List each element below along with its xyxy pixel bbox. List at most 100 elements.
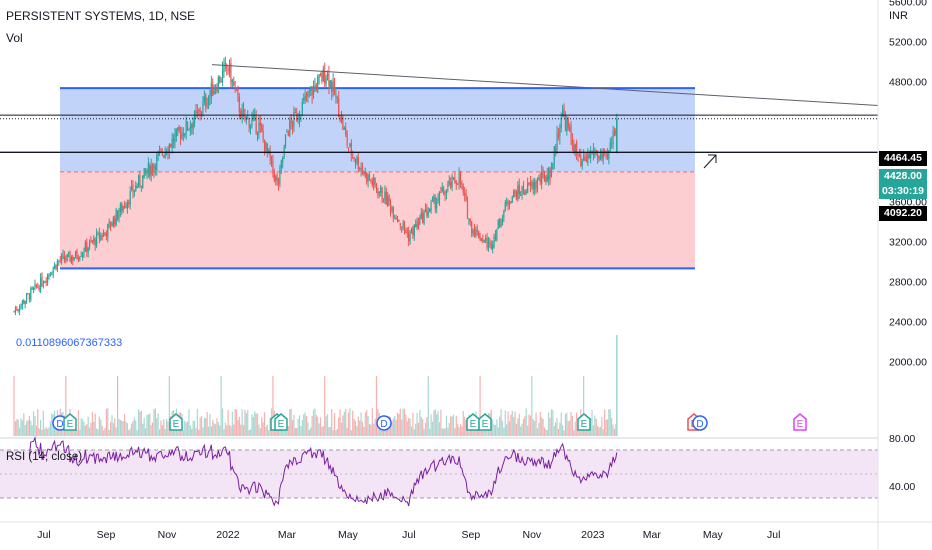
candle-body [276, 177, 278, 181]
volume-bar [465, 419, 467, 436]
volume-bar [48, 427, 50, 436]
candle-body [473, 229, 476, 236]
volume-bar [312, 409, 315, 436]
candle-body [370, 179, 372, 181]
event-marker-shape [466, 413, 480, 431]
countdown-badge: 03:30:19 [879, 184, 927, 199]
candle-body [259, 122, 261, 126]
volume-bar [23, 413, 25, 436]
volume-bar [277, 425, 280, 436]
candle-body [448, 180, 450, 185]
volume-bar [158, 429, 161, 436]
volume-bar [583, 376, 585, 436]
volume-bar [539, 411, 541, 436]
candle-body [373, 178, 375, 186]
volume-bar [494, 425, 497, 436]
candle-body [317, 77, 319, 93]
candle-body [507, 200, 509, 205]
last-candle-body [616, 118, 618, 152]
candle-body [479, 236, 481, 241]
candle-body [164, 151, 166, 158]
volume-bar [613, 428, 616, 436]
candle-body [213, 90, 215, 94]
candle-body [423, 212, 425, 224]
candle-body [486, 237, 488, 249]
volume-bar [601, 417, 603, 436]
candle-body [374, 178, 376, 185]
volume-bar [116, 376, 119, 436]
candle-body [417, 222, 420, 227]
candle-body [146, 172, 148, 175]
candle-body [452, 177, 455, 179]
volume-bar [357, 416, 359, 436]
volume-bar [461, 426, 463, 436]
candle-body [445, 189, 448, 194]
candle-body [238, 96, 240, 113]
volume-bar [51, 413, 53, 436]
dividend-event-icon[interactable]: D [692, 415, 708, 431]
candle-body [398, 219, 400, 222]
event-markers[interactable]: DEEEEDEEEEDE [52, 413, 807, 431]
candle-body [128, 202, 130, 205]
candle-body [234, 87, 236, 89]
event-marker-shape [692, 415, 708, 431]
earnings-event-icon[interactable]: E [169, 413, 183, 431]
volume-bar [524, 416, 526, 436]
drawn-lines[interactable] [0, 64, 879, 169]
dividend-event-icon[interactable]: D [376, 415, 392, 431]
volume-bar [276, 427, 278, 436]
volume-bar [84, 425, 86, 436]
candle-body [254, 115, 256, 117]
volume-bar [594, 415, 596, 436]
symbol-title[interactable]: PERSISTENT SYSTEMS, 1D, NSE [6, 9, 196, 23]
volume-bar [431, 421, 434, 436]
volume-bar [14, 421, 17, 436]
volume-bar [189, 425, 191, 436]
candle-body [422, 212, 424, 224]
candle-body [392, 206, 394, 218]
volume-bar [97, 429, 99, 436]
volume-bar [450, 416, 452, 436]
candle-body [101, 235, 103, 237]
time-tick-label: Jul [37, 529, 50, 541]
candle-body [353, 157, 355, 160]
candle-body [56, 260, 58, 270]
volume-bars [13, 335, 618, 436]
candle-body [59, 259, 61, 261]
volume-bar [209, 413, 211, 436]
candle-body [539, 179, 541, 183]
earnings-event-icon[interactable]: E [793, 413, 807, 431]
candle-body [583, 156, 585, 161]
volume-bar [536, 428, 539, 436]
candle-body [30, 288, 32, 300]
earnings-event-icon[interactable]: E [274, 413, 288, 431]
candle-body [363, 171, 365, 174]
candle-body [515, 191, 518, 201]
candle-body [53, 264, 56, 269]
candle-body [280, 160, 282, 168]
candle-body [388, 195, 390, 202]
rsi-label[interactable]: RSI (14, close) [6, 451, 83, 463]
volume-bar [164, 428, 166, 436]
volume-label[interactable]: Vol [6, 31, 23, 45]
volume-bar [224, 422, 226, 436]
candle-body [566, 120, 568, 132]
candle-body [608, 150, 610, 160]
volume-bar [207, 426, 210, 436]
candle-body [503, 210, 505, 218]
earnings-event-icon[interactable]: E [466, 413, 480, 431]
volume-bar [318, 423, 320, 436]
earnings-event-icon[interactable]: E [63, 413, 77, 431]
volume-bar [538, 422, 540, 436]
event-marker-shape [577, 413, 591, 431]
candle-body [487, 241, 490, 248]
candle-body [480, 237, 483, 241]
candle-body [562, 109, 564, 117]
volume-bar [500, 409, 502, 436]
candle-body [549, 167, 551, 180]
candle-body [429, 208, 431, 212]
earnings-event-icon[interactable]: E [577, 413, 591, 431]
earnings-event-icon[interactable]: E [478, 413, 492, 431]
candle-body [380, 187, 382, 193]
